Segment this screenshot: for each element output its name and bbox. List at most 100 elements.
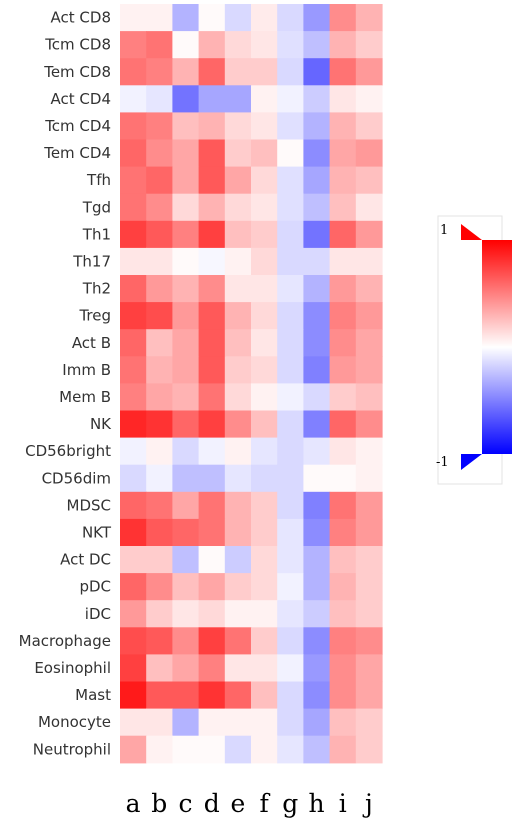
heatmap-cell xyxy=(277,383,304,412)
heatmap-cell xyxy=(355,139,383,168)
heatmap-cell xyxy=(251,112,278,141)
heatmap-cell xyxy=(146,546,173,574)
row-label: Eosinophil xyxy=(34,659,111,677)
heatmap-cell xyxy=(172,4,200,32)
heatmap-cell xyxy=(329,600,357,628)
heatmap-cell xyxy=(251,627,278,655)
heatmap-cell xyxy=(277,31,304,59)
heatmap-cell xyxy=(251,58,278,86)
heatmap-cell xyxy=(120,681,147,710)
heatmap-cell xyxy=(303,600,331,628)
row-label: Tcm CD8 xyxy=(44,36,111,54)
heatmap-cell xyxy=(277,600,304,628)
heatmap-cell xyxy=(198,139,226,168)
heatmap-cell xyxy=(198,491,226,520)
heatmap-cell xyxy=(303,627,331,655)
heatmap-cell xyxy=(146,410,173,439)
heatmap-cell xyxy=(198,518,226,547)
heatmap-cell xyxy=(303,573,331,601)
heatmap-cell xyxy=(329,546,357,574)
heatmap-cell xyxy=(355,4,383,32)
heatmap-cell xyxy=(224,735,252,764)
heatmap-cell xyxy=(120,112,147,141)
heatmap-cell xyxy=(146,329,173,357)
heatmap-cells xyxy=(120,4,383,764)
heatmap-cell xyxy=(198,383,226,412)
heatmap-cell xyxy=(303,410,331,439)
row-label: Act CD8 xyxy=(51,9,111,27)
heatmap-cell xyxy=(172,220,200,249)
column-label: a xyxy=(126,789,141,818)
heatmap-cell xyxy=(224,139,252,168)
heatmap-cell xyxy=(277,220,304,249)
heatmap-cell xyxy=(146,193,173,222)
heatmap-cell xyxy=(329,735,357,764)
heatmap-cell xyxy=(355,573,383,601)
heatmap-cell xyxy=(120,437,147,466)
column-label: j xyxy=(362,789,373,818)
heatmap-cell xyxy=(277,193,304,222)
heatmap-cell xyxy=(303,112,331,141)
heatmap-cell xyxy=(303,491,331,520)
heatmap-cell xyxy=(251,735,278,764)
heatmap-cell xyxy=(146,166,173,195)
heatmap-cell xyxy=(251,356,278,384)
heatmap-cell xyxy=(224,410,252,439)
heatmap-cell xyxy=(120,31,147,59)
row-label: Act DC xyxy=(60,551,111,569)
heatmap-cell xyxy=(146,708,173,737)
heatmap-cell xyxy=(224,654,252,683)
heatmap-cell xyxy=(277,708,304,737)
row-label: Macrophage xyxy=(19,632,111,650)
heatmap-cell xyxy=(198,166,226,195)
heatmap-cell xyxy=(146,31,173,59)
heatmap-cell xyxy=(146,464,173,493)
heatmap-cell xyxy=(224,356,252,384)
heatmap-cell xyxy=(198,654,226,683)
heatmap-cell xyxy=(355,627,383,655)
row-label: NKT xyxy=(82,523,112,541)
heatmap-cell xyxy=(198,220,226,249)
heatmap-cell xyxy=(251,410,278,439)
heatmap-cell xyxy=(172,464,200,493)
heatmap-cell xyxy=(146,275,173,303)
heatmap-cell xyxy=(198,85,226,113)
max-arrow-marker xyxy=(461,224,482,240)
heatmap-cell xyxy=(172,437,200,466)
heatmap-cell xyxy=(251,275,278,303)
heatmap-cell xyxy=(329,573,357,601)
heatmap-cell xyxy=(303,275,331,303)
heatmap-cell xyxy=(146,491,173,520)
heatmap-cell xyxy=(146,735,173,764)
row-label: Monocyte xyxy=(38,713,111,731)
heatmap-cell xyxy=(172,573,200,601)
heatmap-cell xyxy=(251,302,278,330)
heatmap-cell xyxy=(251,654,278,683)
heatmap-cell xyxy=(120,491,147,520)
heatmap-cell xyxy=(146,4,173,32)
heatmap-cell xyxy=(251,329,278,357)
heatmap-cell xyxy=(277,464,304,493)
heatmap-cell xyxy=(120,193,147,222)
heatmap-cell xyxy=(172,31,200,59)
row-label: Tfh xyxy=(86,171,111,189)
row-labels: Act CD8 Tcm CD8 Tem CD8 Act CD4 Tcm CD4 Tem C… xyxy=(19,9,113,759)
heatmap-cell xyxy=(224,627,252,655)
heatmap-cell xyxy=(224,85,252,113)
heatmap-cell xyxy=(120,58,147,86)
heatmap-cell xyxy=(277,302,304,330)
heatmap-cell xyxy=(251,600,278,628)
heatmap-cell xyxy=(224,220,252,249)
heatmap-cell xyxy=(120,356,147,384)
heatmap-cell xyxy=(251,193,278,222)
heatmap-cell xyxy=(198,275,226,303)
heatmap-cell xyxy=(172,627,200,655)
color-scale-max-label: 1 xyxy=(440,223,448,238)
column-label: b xyxy=(151,789,167,818)
heatmap-cell xyxy=(224,573,252,601)
heatmap-cell xyxy=(329,166,357,195)
heatmap-cell xyxy=(251,518,278,547)
heatmap-cell xyxy=(172,410,200,439)
heatmap-cell xyxy=(303,58,331,86)
